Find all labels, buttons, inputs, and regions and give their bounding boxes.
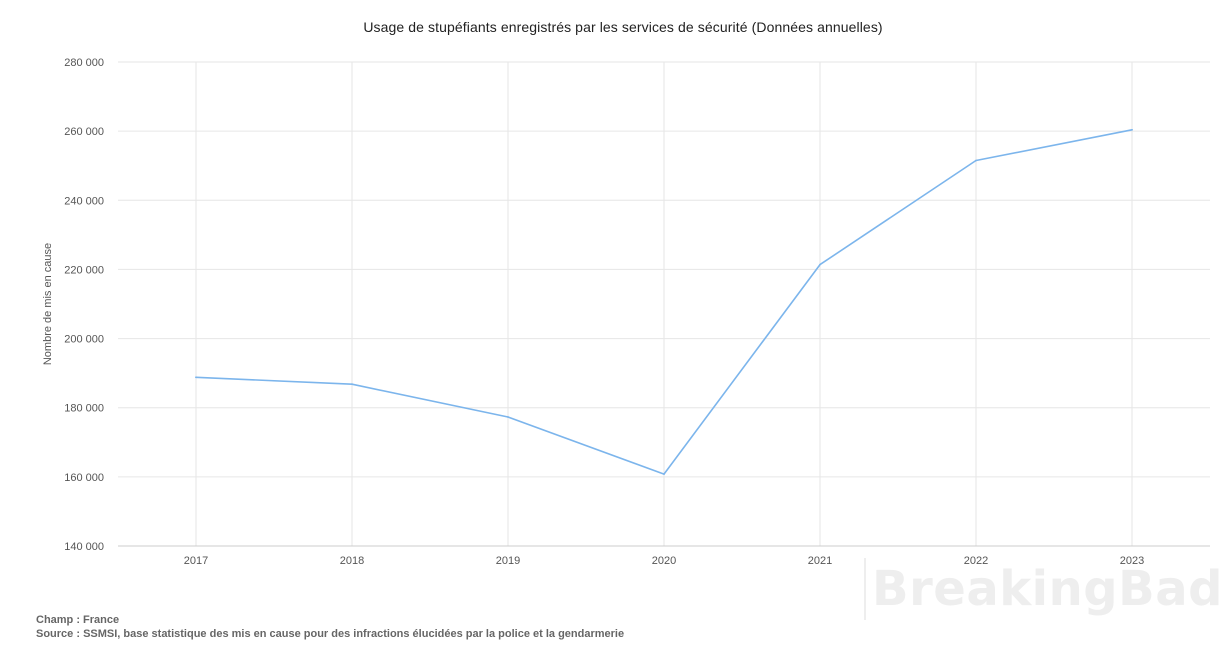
x-tick-label: 2023 bbox=[1120, 555, 1144, 567]
data-point bbox=[195, 376, 197, 379]
x-tick-label: 2019 bbox=[496, 555, 520, 567]
data-point bbox=[351, 383, 353, 386]
data-point bbox=[975, 159, 977, 162]
data-point bbox=[1131, 128, 1133, 131]
chart-title: Usage de stupéfiants enregistrés par les… bbox=[363, 19, 883, 35]
y-tick-label: 180 000 bbox=[64, 403, 104, 415]
y-axis-title: Nombre de mis en cause bbox=[42, 243, 54, 365]
x-tick-label: 2020 bbox=[652, 555, 676, 567]
data-point bbox=[663, 473, 665, 475]
watermark-logo: BreakingBad bbox=[864, 558, 1223, 620]
y-tick-label: 200 000 bbox=[64, 334, 104, 346]
x-tick-label: 2022 bbox=[964, 555, 988, 567]
data-point bbox=[819, 263, 821, 266]
footer-champ: Champ : France bbox=[36, 614, 120, 626]
y-tick-label: 260 000 bbox=[64, 126, 104, 138]
y-tick-label: 240 000 bbox=[64, 195, 104, 207]
x-tick-label: 2018 bbox=[340, 555, 364, 567]
x-tick-label: 2021 bbox=[808, 555, 832, 567]
y-tick-label: 140 000 bbox=[64, 541, 104, 553]
x-tick-label: 2017 bbox=[184, 555, 208, 567]
footer-source: Source : SSMSI, base statistique des mis… bbox=[36, 628, 625, 640]
y-tick-label: 220 000 bbox=[64, 264, 104, 276]
y-tick-label: 160 000 bbox=[64, 472, 104, 484]
chart-footer: Champ : France Source : SSMSI, base stat… bbox=[36, 613, 624, 641]
y-tick-label: 280 000 bbox=[64, 57, 104, 69]
data-point bbox=[507, 416, 509, 418]
